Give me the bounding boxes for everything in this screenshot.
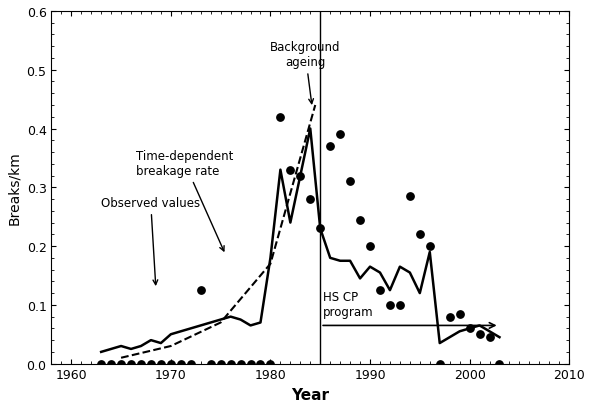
Point — [256, 360, 265, 367]
Point — [186, 360, 195, 367]
Point — [445, 314, 455, 320]
Point — [465, 325, 474, 332]
Point — [226, 360, 236, 367]
Point — [455, 310, 464, 317]
X-axis label: Year: Year — [291, 387, 329, 402]
Point — [156, 360, 166, 367]
Point — [246, 360, 255, 367]
Point — [266, 360, 275, 367]
Text: Background
ageing: Background ageing — [270, 41, 340, 104]
Point — [395, 302, 404, 308]
Point — [355, 217, 365, 223]
Point — [276, 114, 285, 121]
Point — [196, 287, 205, 294]
Point — [475, 331, 484, 338]
Point — [435, 360, 445, 367]
Point — [126, 360, 136, 367]
Point — [136, 360, 146, 367]
Point — [295, 173, 305, 180]
Point — [117, 360, 126, 367]
Text: Time-dependent
breakage rate: Time-dependent breakage rate — [136, 150, 233, 251]
Point — [405, 193, 414, 200]
Point — [485, 334, 494, 341]
Point — [216, 360, 226, 367]
Point — [415, 231, 424, 238]
Point — [285, 167, 295, 173]
Point — [326, 144, 335, 150]
Point — [365, 243, 375, 250]
Point — [316, 226, 325, 232]
Point — [336, 132, 345, 138]
Point — [107, 360, 116, 367]
Y-axis label: Breaks/km: Breaks/km — [7, 151, 21, 225]
Point — [206, 360, 215, 367]
Text: HS CP
program: HS CP program — [323, 291, 374, 319]
Point — [425, 243, 435, 250]
Point — [146, 360, 156, 367]
Point — [345, 179, 355, 185]
Point — [305, 196, 315, 203]
Point — [385, 302, 395, 308]
Point — [375, 287, 385, 294]
Point — [166, 360, 176, 367]
Point — [495, 360, 504, 367]
Point — [236, 360, 245, 367]
Text: Observed values: Observed values — [101, 197, 200, 285]
Point — [176, 360, 185, 367]
Point — [96, 360, 106, 367]
